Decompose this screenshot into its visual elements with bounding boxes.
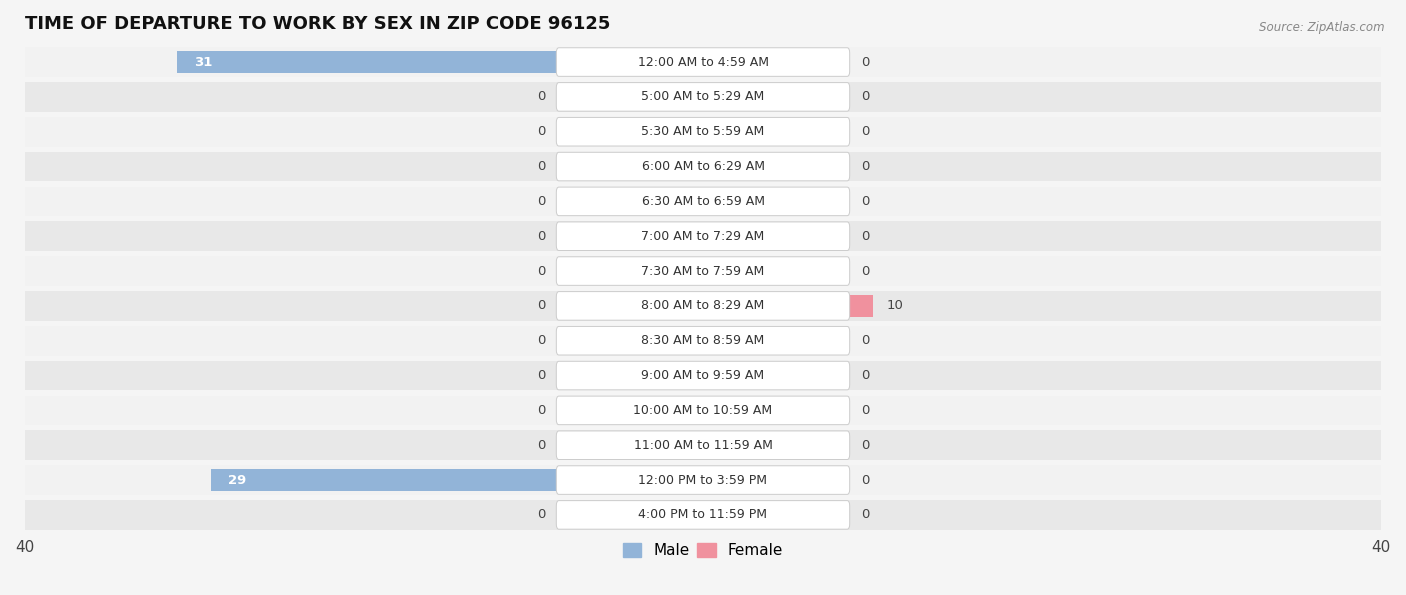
Bar (25, 361, 1381, 390)
FancyBboxPatch shape (557, 431, 849, 459)
Text: 0: 0 (537, 334, 546, 347)
Bar (211, 469, 703, 491)
Legend: Male, Female: Male, Female (623, 543, 783, 558)
Text: 0: 0 (537, 299, 546, 312)
Text: 0: 0 (537, 439, 546, 452)
Bar (25, 117, 1381, 146)
Text: 0: 0 (860, 334, 869, 347)
Bar (703, 295, 873, 317)
FancyBboxPatch shape (557, 396, 849, 425)
Bar (25, 465, 1381, 495)
Text: Source: ZipAtlas.com: Source: ZipAtlas.com (1260, 21, 1385, 34)
Text: 0: 0 (537, 90, 546, 104)
Bar (25, 500, 1381, 530)
Text: 0: 0 (537, 125, 546, 138)
Text: 0: 0 (860, 369, 869, 382)
Text: 6:00 AM to 6:29 AM: 6:00 AM to 6:29 AM (641, 160, 765, 173)
Text: 0: 0 (537, 404, 546, 417)
Text: 0: 0 (537, 195, 546, 208)
Text: 0: 0 (860, 230, 869, 243)
Text: 0: 0 (860, 404, 869, 417)
Text: 8:00 AM to 8:29 AM: 8:00 AM to 8:29 AM (641, 299, 765, 312)
Text: 11:00 AM to 11:59 AM: 11:00 AM to 11:59 AM (634, 439, 772, 452)
Text: 0: 0 (537, 265, 546, 277)
Text: 0: 0 (537, 508, 546, 521)
FancyBboxPatch shape (557, 48, 849, 76)
Text: 0: 0 (860, 508, 869, 521)
FancyBboxPatch shape (557, 466, 849, 494)
Text: 0: 0 (860, 474, 869, 487)
Text: 7:00 AM to 7:29 AM: 7:00 AM to 7:29 AM (641, 230, 765, 243)
Text: 0: 0 (860, 125, 869, 138)
Bar (25, 396, 1381, 425)
Bar (25, 187, 1381, 216)
Bar (25, 221, 1381, 251)
FancyBboxPatch shape (557, 361, 849, 390)
Bar (25, 326, 1381, 356)
Text: 12:00 PM to 3:59 PM: 12:00 PM to 3:59 PM (638, 474, 768, 487)
Bar (25, 291, 1381, 321)
Text: 4:00 PM to 11:59 PM: 4:00 PM to 11:59 PM (638, 508, 768, 521)
Text: 10:00 AM to 10:59 AM: 10:00 AM to 10:59 AM (634, 404, 772, 417)
FancyBboxPatch shape (557, 83, 849, 111)
Text: 9:00 AM to 9:59 AM: 9:00 AM to 9:59 AM (641, 369, 765, 382)
FancyBboxPatch shape (557, 152, 849, 181)
Text: 0: 0 (860, 265, 869, 277)
FancyBboxPatch shape (557, 187, 849, 215)
FancyBboxPatch shape (557, 117, 849, 146)
Text: 29: 29 (228, 474, 246, 487)
Text: 5:30 AM to 5:59 AM: 5:30 AM to 5:59 AM (641, 125, 765, 138)
Bar (25, 256, 1381, 286)
Text: 5:00 AM to 5:29 AM: 5:00 AM to 5:29 AM (641, 90, 765, 104)
Text: 0: 0 (860, 55, 869, 68)
FancyBboxPatch shape (557, 222, 849, 250)
Text: 0: 0 (860, 160, 869, 173)
FancyBboxPatch shape (557, 257, 849, 286)
Text: TIME OF DEPARTURE TO WORK BY SEX IN ZIP CODE 96125: TIME OF DEPARTURE TO WORK BY SEX IN ZIP … (25, 15, 610, 33)
Text: 10: 10 (886, 299, 903, 312)
Text: 7:30 AM to 7:59 AM: 7:30 AM to 7:59 AM (641, 265, 765, 277)
Text: 0: 0 (537, 230, 546, 243)
Bar (177, 51, 703, 73)
Text: 0: 0 (860, 195, 869, 208)
Text: 0: 0 (537, 160, 546, 173)
FancyBboxPatch shape (557, 500, 849, 529)
Bar (25, 152, 1381, 181)
Text: 0: 0 (860, 439, 869, 452)
Text: 0: 0 (537, 369, 546, 382)
Text: 8:30 AM to 8:59 AM: 8:30 AM to 8:59 AM (641, 334, 765, 347)
Text: 31: 31 (194, 55, 212, 68)
Bar (25, 82, 1381, 112)
Text: 6:30 AM to 6:59 AM: 6:30 AM to 6:59 AM (641, 195, 765, 208)
Bar (25, 430, 1381, 460)
FancyBboxPatch shape (557, 327, 849, 355)
Bar (25, 47, 1381, 77)
FancyBboxPatch shape (557, 292, 849, 320)
Text: 12:00 AM to 4:59 AM: 12:00 AM to 4:59 AM (637, 55, 769, 68)
Text: 0: 0 (860, 90, 869, 104)
